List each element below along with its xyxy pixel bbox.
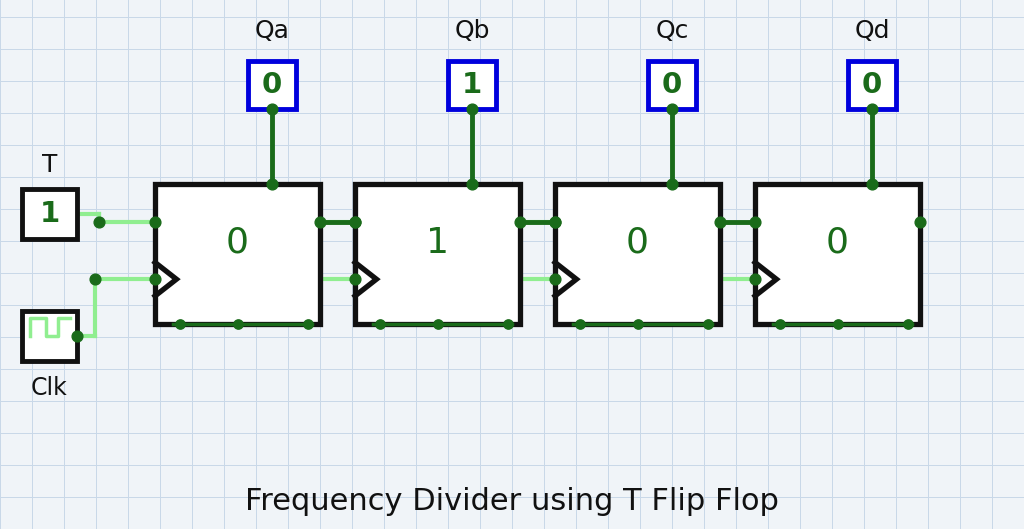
Point bbox=[429, 320, 445, 328]
Text: Qb: Qb bbox=[455, 19, 489, 43]
Point bbox=[547, 275, 563, 284]
Text: 0: 0 bbox=[862, 71, 883, 99]
Text: 0: 0 bbox=[826, 226, 849, 260]
Point bbox=[146, 217, 163, 226]
Text: 0: 0 bbox=[226, 226, 249, 260]
Point bbox=[864, 180, 881, 188]
Bar bbox=[155, 184, 319, 324]
Text: T: T bbox=[42, 153, 57, 177]
Bar bbox=[555, 184, 720, 324]
Point bbox=[664, 105, 680, 113]
Point bbox=[464, 180, 480, 188]
Point bbox=[911, 217, 928, 226]
Bar bbox=[848, 61, 896, 109]
Point bbox=[347, 217, 364, 226]
Point bbox=[264, 180, 281, 188]
Text: Clk: Clk bbox=[31, 376, 68, 400]
Point bbox=[347, 275, 364, 284]
Point bbox=[547, 217, 563, 226]
Point bbox=[372, 320, 388, 328]
Point bbox=[229, 320, 246, 328]
Point bbox=[746, 217, 763, 226]
Text: Qa: Qa bbox=[255, 19, 290, 43]
Point bbox=[264, 105, 281, 113]
Bar bbox=[755, 184, 920, 324]
Text: 1: 1 bbox=[462, 71, 482, 99]
Point bbox=[91, 217, 108, 226]
FancyBboxPatch shape bbox=[22, 189, 77, 239]
Point bbox=[172, 320, 188, 328]
Point bbox=[547, 217, 563, 226]
Point bbox=[630, 320, 646, 328]
Point bbox=[746, 275, 763, 284]
Text: Qc: Qc bbox=[655, 19, 689, 43]
Point bbox=[664, 180, 680, 188]
Point bbox=[772, 320, 788, 328]
Point bbox=[69, 332, 85, 340]
Text: 1: 1 bbox=[426, 226, 449, 260]
Point bbox=[699, 320, 716, 328]
Point bbox=[571, 320, 588, 328]
Bar bbox=[248, 61, 296, 109]
Point bbox=[829, 320, 846, 328]
Bar bbox=[449, 61, 497, 109]
Point bbox=[712, 217, 728, 226]
Point bbox=[500, 320, 516, 328]
Point bbox=[87, 275, 103, 284]
Text: 1: 1 bbox=[39, 200, 59, 228]
Text: 0: 0 bbox=[626, 226, 649, 260]
Text: 0: 0 bbox=[262, 71, 283, 99]
Text: 0: 0 bbox=[663, 71, 682, 99]
Point bbox=[347, 217, 364, 226]
Point bbox=[900, 320, 916, 328]
Point bbox=[300, 320, 316, 328]
Point bbox=[512, 217, 528, 226]
Point bbox=[146, 275, 163, 284]
Point bbox=[311, 217, 328, 226]
Text: Qd: Qd bbox=[854, 19, 890, 43]
Text: Frequency Divider using T Flip Flop: Frequency Divider using T Flip Flop bbox=[245, 487, 779, 515]
Point bbox=[464, 105, 480, 113]
Bar bbox=[648, 61, 696, 109]
Bar bbox=[355, 184, 520, 324]
Point bbox=[864, 105, 881, 113]
FancyBboxPatch shape bbox=[22, 311, 77, 361]
